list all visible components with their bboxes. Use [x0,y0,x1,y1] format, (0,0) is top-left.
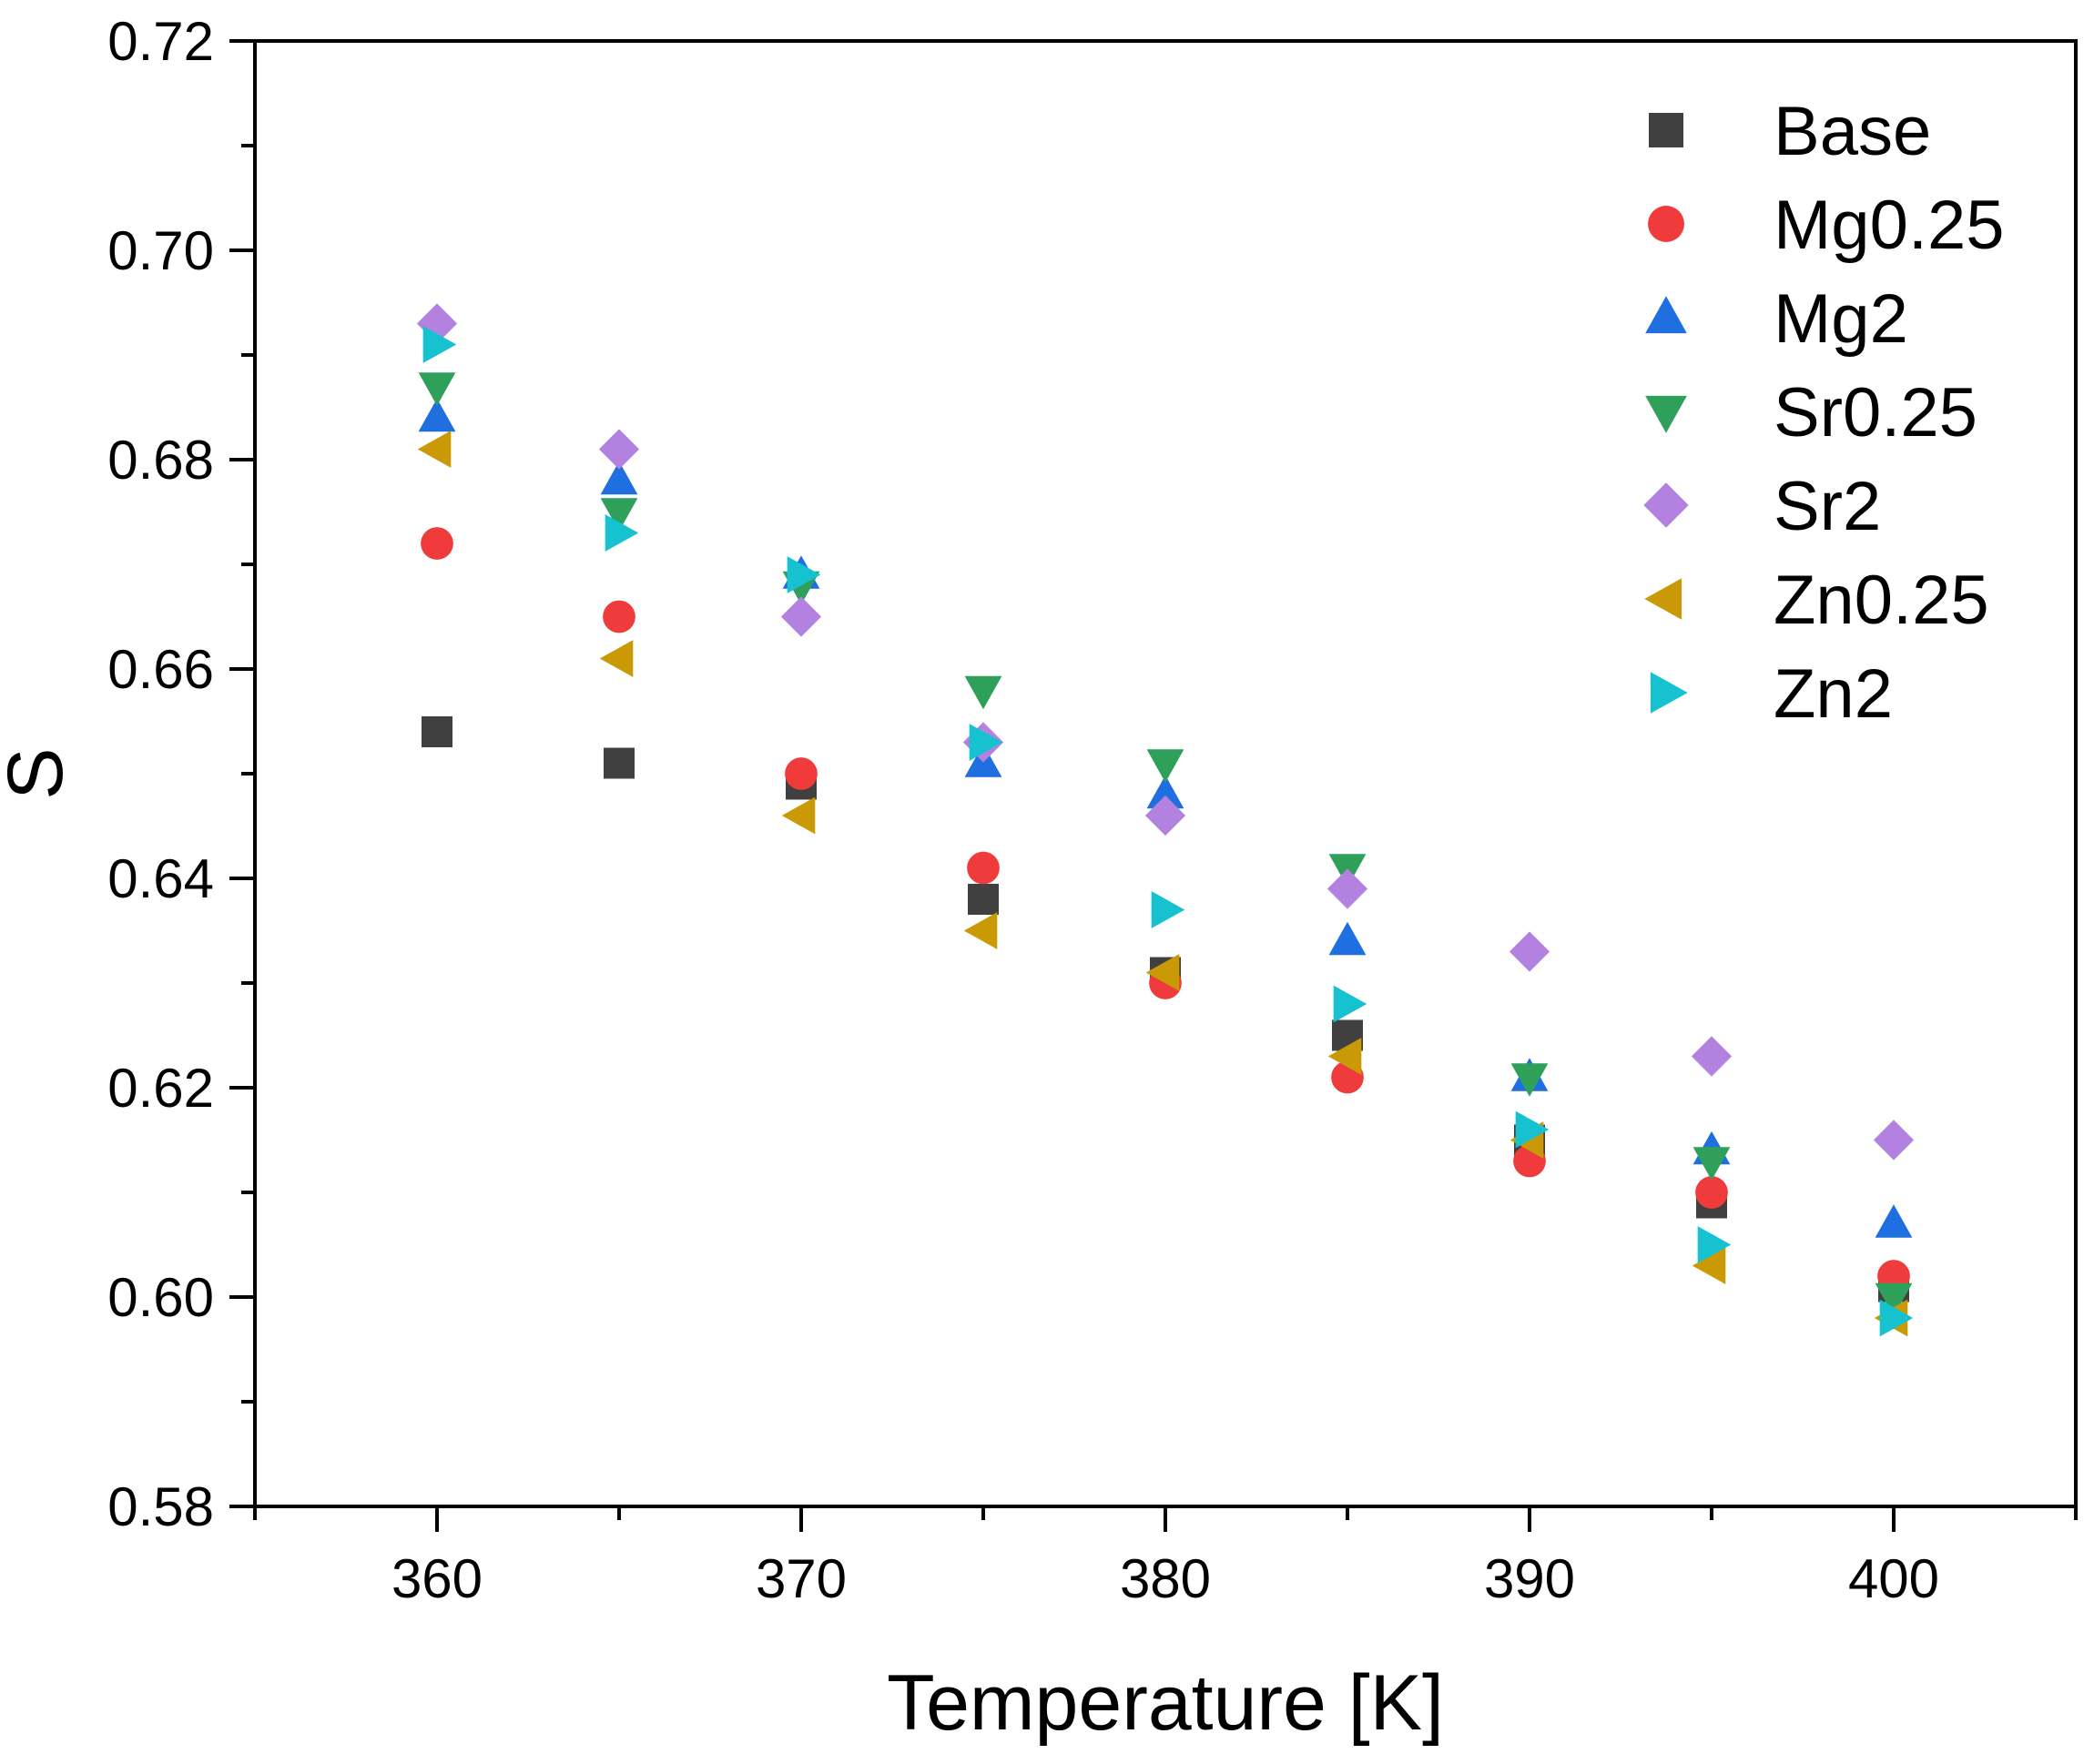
point-Mg2-380 [1146,775,1184,809]
point-Sr0.25-395 [1692,1147,1731,1181]
point-Base-360 [422,716,452,747]
legend-item-Mg0.25: Mg0.25 [1648,187,2005,264]
y-tick-label: 0.64 [107,848,214,909]
point-Zn0.25-385 [1327,1038,1362,1075]
legend-label: Base [1774,93,1931,170]
legend-label: Zn0.25 [1774,562,1989,639]
point-Sr0.25-390 [1510,1063,1549,1097]
x-tick-label: 380 [1120,1548,1211,1609]
y-tick-label: 0.60 [107,1267,214,1328]
point-Mg2-400 [1875,1204,1913,1238]
x-tick-label: 390 [1484,1548,1575,1609]
point-Zn0.25-395 [1692,1247,1726,1284]
y-tick-label: 0.68 [107,430,214,491]
legend-marker [1648,206,1684,242]
point-Mg0.25-365 [603,600,635,634]
legend-item-Zn2: Zn2 [1650,655,1893,733]
legend-item-Mg2: Mg2 [1645,280,1908,358]
legend-marker [1645,296,1687,334]
point-Sr2-390 [1509,931,1550,972]
legend: Base Mg0.25 Mg2 Sr0.25 Sr2 Zn0.25 Zn2 [1643,93,2005,733]
x-axis-title: Temperature [K] [887,1659,1444,1747]
legend-label: Zn2 [1774,655,1893,733]
point-Mg2-365 [600,461,638,495]
point-Sr0.25-360 [418,372,456,406]
legend-item-Sr2: Sr2 [1643,468,1881,545]
x-tick-label: 360 [391,1548,483,1609]
point-Sr2-385 [1327,868,1368,909]
point-Zn0.25-380 [1145,954,1180,991]
legend-item-Sr0.25: Sr0.25 [1645,374,1977,451]
legend-marker [1643,482,1689,528]
data-points [416,303,1915,1337]
legend-label: Mg2 [1774,280,1908,358]
point-Mg2-360 [418,398,456,432]
series-Zn0.25 [417,431,1908,1337]
y-tick-label: 0.58 [107,1476,214,1537]
point-Sr2-365 [598,429,640,470]
axes: 0.58 0.60 0.62 0.64 0.66 0.68 0.70 0.72 360 370 38… [107,11,2078,1609]
point-Mg0.25-375 [967,851,1000,885]
point-Zn0.25-375 [963,912,998,949]
x-tick-label: 400 [1848,1548,1939,1609]
point-Zn2-365 [605,514,639,552]
point-Zn2-360 [422,326,457,363]
point-Base-375 [968,884,999,915]
legend-marker [1649,113,1683,147]
x-tick-label: 370 [756,1548,847,1609]
series-Sr0.25 [418,372,1913,1317]
point-Sr0.25-375 [964,675,1002,710]
point-Zn2-385 [1333,985,1367,1023]
point-Zn2-390 [1515,1110,1550,1149]
series-Sr2 [416,303,1915,1161]
point-Sr2-400 [1873,1120,1915,1161]
point-Sr0.25-380 [1146,749,1184,783]
y-tick-label: 0.66 [107,639,214,700]
point-Zn2-370 [787,556,821,593]
legend-marker [1645,395,1687,433]
y-tick-label: 0.72 [107,11,214,72]
legend-item-Base: Base [1649,93,1931,170]
point-Sr0.25-365 [600,498,638,532]
legend-label: Sr2 [1774,468,1881,545]
legend-item-Zn0.25: Zn0.25 [1644,562,1989,639]
point-Zn2-395 [1697,1226,1732,1263]
legend-label: Sr0.25 [1774,374,1977,451]
legend-marker [1644,578,1682,620]
point-Zn2-380 [1151,891,1185,928]
legend-marker [1650,672,1688,714]
point-Zn0.25-360 [417,431,452,468]
legend-label: Mg0.25 [1774,187,2005,264]
point-Zn2-375 [969,724,1003,761]
y-axis-title: S [0,747,79,799]
point-Sr2-370 [780,596,822,637]
y-tick-label: 0.62 [107,1058,214,1119]
point-Sr2-395 [1691,1036,1733,1077]
point-Sr2-380 [1144,795,1186,836]
series-Zn2 [422,326,1914,1337]
point-Mg2-385 [1328,921,1367,956]
point-Sr0.25-400 [1875,1282,1913,1317]
point-Mg0.25-370 [785,757,818,790]
point-Mg0.25-360 [421,527,453,560]
y-tick-label: 0.70 [107,220,214,281]
point-Zn2-400 [1879,1299,1914,1337]
point-Base-365 [604,747,635,779]
point-Zn0.25-365 [599,640,634,677]
point-Mg0.25-395 [1695,1176,1728,1209]
point-Zn0.25-370 [781,796,816,835]
